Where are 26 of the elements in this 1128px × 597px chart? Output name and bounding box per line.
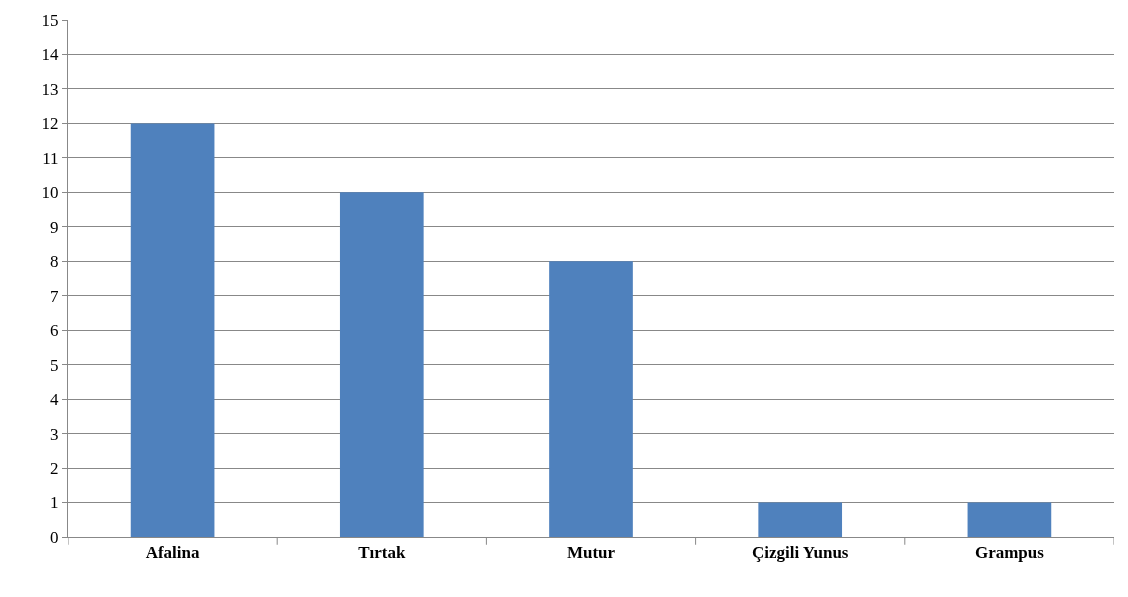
y-tick-label: 5: [50, 355, 59, 375]
y-tick-label: 9: [50, 217, 59, 237]
x-tick-label: Mutur: [566, 543, 616, 563]
y-tick-label: 7: [50, 286, 60, 306]
y-tick-label: 4: [50, 390, 60, 410]
x-tick-label: Afalina: [145, 543, 201, 563]
y-tick-label: 15: [41, 10, 59, 30]
y-tick-label: 10: [41, 183, 59, 203]
y-tick-label: 2: [50, 459, 59, 479]
y-tick-label: 6: [50, 321, 59, 341]
y-tick-label: 3: [50, 424, 59, 444]
bar: [339, 192, 424, 537]
bar: [758, 502, 843, 537]
x-tick-label: Çizgili Yunus: [751, 543, 849, 563]
bar: [549, 261, 633, 537]
y-tick-label: 12: [41, 114, 59, 134]
x-tick-label: Tırtak: [358, 543, 406, 563]
y-tick-label: 11: [42, 148, 59, 168]
y-tick-label: 14: [41, 45, 60, 65]
x-tick-label: Grampus: [974, 543, 1045, 563]
y-tick-label: 1: [50, 493, 59, 513]
bar: [130, 123, 215, 537]
bar: [967, 502, 1052, 537]
y-tick-label: 13: [41, 79, 59, 99]
y-tick-label: 0: [50, 527, 59, 547]
y-tick-label: 8: [50, 252, 59, 272]
